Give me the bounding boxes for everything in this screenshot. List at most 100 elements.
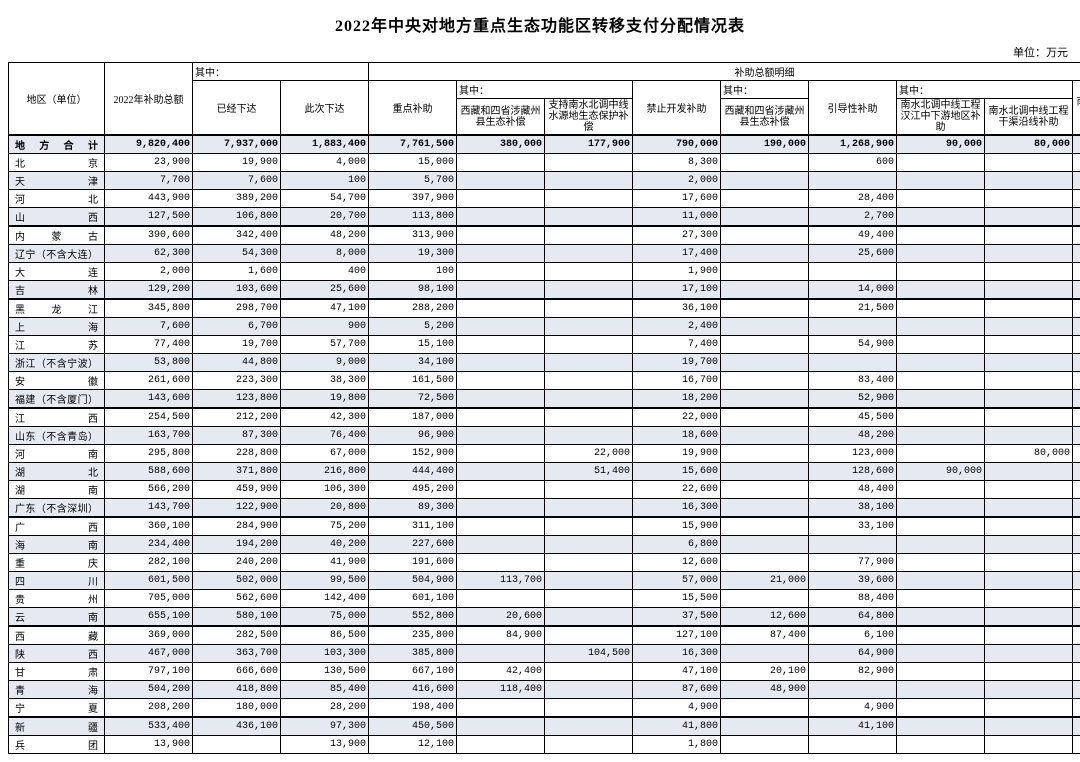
cell-value: 19,800 [281, 390, 369, 409]
cell-value: 87,600 [633, 681, 721, 699]
cell-region: 兵团 [9, 736, 105, 754]
cell-value [897, 190, 985, 208]
cell-value [721, 245, 809, 263]
cell-value: 67,000 [281, 445, 369, 463]
cell-value [457, 536, 545, 554]
page-title: 2022年中央对地方重点生态功能区转移支付分配情况表 [8, 8, 1072, 42]
cell-value: 2,000 [633, 172, 721, 190]
cell-value: 22,000 [633, 408, 721, 427]
table-row: 广西360,100284,90075,200311,10015,90033,10… [9, 517, 1080, 536]
cell-value [897, 336, 985, 354]
cell-value: 87,400 [721, 626, 809, 645]
cell-value: 7,600 [193, 172, 281, 190]
cell-value [457, 463, 545, 481]
cell-value [1073, 554, 1080, 572]
cell-value: 15,500 [633, 590, 721, 608]
cell-value [457, 590, 545, 608]
cell-value [1073, 390, 1080, 409]
cell-value: 450,500 [369, 717, 457, 736]
cell-value [897, 717, 985, 736]
cell-value [1073, 626, 1080, 645]
unit-label: 单位：万元 [8, 42, 1072, 62]
cell-value [985, 408, 1073, 427]
cell-value [721, 481, 809, 499]
table-row: 安徽261,600223,30038,300161,50016,70083,40… [9, 372, 1080, 390]
cell-value: 504,200 [105, 681, 193, 699]
cell-value: 2,000 [105, 263, 193, 281]
cell-value [1073, 408, 1080, 427]
cell-value [721, 281, 809, 300]
table-row: 甘肃797,100666,600130,500667,10042,40047,1… [9, 663, 1080, 681]
cell-value: 20,100 [721, 663, 809, 681]
cell-value: 345,800 [105, 299, 193, 318]
cell-value [545, 554, 633, 572]
cell-region: 青海 [9, 681, 105, 699]
cell-value: 212,200 [193, 408, 281, 427]
cell-region: 地 方 合 计 [9, 135, 105, 154]
cell-value [1073, 590, 1080, 608]
cell-value [897, 681, 985, 699]
cell-region: 大连 [9, 263, 105, 281]
cell-value [897, 699, 985, 718]
cell-value: 27,300 [633, 226, 721, 245]
cell-value: 190,000 [721, 135, 809, 154]
cell-value: 49,400 [809, 226, 897, 245]
cell-value: 87,300 [193, 427, 281, 445]
cell-value: 113,700 [457, 572, 545, 590]
allocation-table: 地区（单位） 2022年补助总额 其中： 补助总额明细 已经下达 此次下达 重点… [8, 62, 1080, 754]
table-row: 贵州705,000562,600142,400601,10015,50088,4… [9, 590, 1080, 608]
cell-value: 7,761,500 [369, 135, 457, 154]
cell-region: 四川 [9, 572, 105, 590]
cell-value: 298,700 [193, 299, 281, 318]
cell-value [1073, 372, 1080, 390]
cell-value [545, 427, 633, 445]
cell-value: 17,100 [633, 281, 721, 300]
cell-value [1073, 663, 1080, 681]
cell-value: 12,600 [721, 608, 809, 627]
cell-value [985, 172, 1073, 190]
cell-value: 44,800 [193, 354, 281, 372]
cell-value: 601,500 [105, 572, 193, 590]
cell-value [721, 408, 809, 427]
cell-value [985, 481, 1073, 499]
cell-value: 40,200 [281, 536, 369, 554]
cell-value [1073, 481, 1080, 499]
cell-value: 9,000 [281, 354, 369, 372]
table-row: 河南295,800228,80067,000152,90022,00019,90… [9, 445, 1080, 463]
cell-region: 山东（不含青岛） [9, 427, 105, 445]
cell-value: 48,400 [809, 481, 897, 499]
cell-value [1073, 154, 1080, 172]
cell-region: 广东（不含深圳） [9, 499, 105, 518]
cell-value [985, 572, 1073, 590]
cell-value [457, 408, 545, 427]
cell-region: 湖南 [9, 481, 105, 499]
cell-value [545, 336, 633, 354]
cell-value: 128,600 [809, 463, 897, 481]
cell-value [985, 554, 1073, 572]
cell-value: 1,883,400 [281, 135, 369, 154]
cell-value [985, 681, 1073, 699]
cell-value [545, 536, 633, 554]
cell-value: 467,000 [105, 645, 193, 663]
cell-value: 5,700 [369, 172, 457, 190]
cell-value: 797,100 [105, 663, 193, 681]
cell-value: 504,900 [369, 572, 457, 590]
cell-value: 127,500 [105, 208, 193, 227]
cell-value: 15,000 [369, 154, 457, 172]
cell-value [897, 663, 985, 681]
cell-value: 16,300 [633, 645, 721, 663]
cell-region: 北京 [9, 154, 105, 172]
cell-region: 云南 [9, 608, 105, 627]
cell-value: 106,800 [193, 208, 281, 227]
cell-value: 4,900 [633, 699, 721, 718]
cell-value: 25,600 [809, 245, 897, 263]
table-row: 上海7,6006,7009005,2002,400 [9, 318, 1080, 336]
cell-value [897, 263, 985, 281]
cell-value: 459,900 [193, 481, 281, 499]
cell-value: 234,400 [105, 536, 193, 554]
cell-value [545, 499, 633, 518]
cell-value: 89,300 [369, 499, 457, 518]
cell-value [809, 172, 897, 190]
col-detail: 补助总额明细 [369, 63, 1080, 81]
cell-value [545, 154, 633, 172]
